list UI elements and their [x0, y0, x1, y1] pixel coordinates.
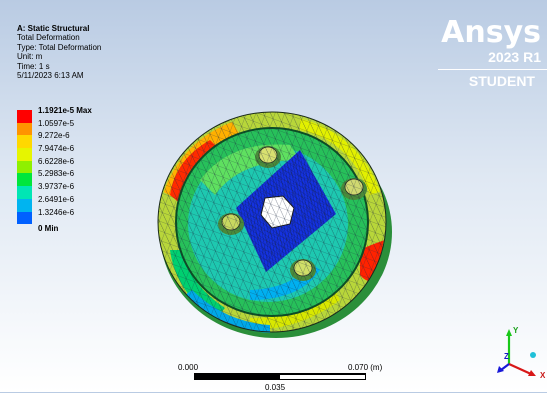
release-label: 2023 R1 [488, 49, 541, 65]
legend-label: 1.3246e-6 [38, 207, 75, 217]
x-axis-label: X [540, 371, 546, 380]
legend-swatch [17, 186, 32, 199]
logo-divider [438, 69, 547, 70]
legend-label: 6.6228e-6 [38, 156, 75, 166]
scale-start-label: 0.000 [178, 363, 199, 372]
legend-swatch [17, 173, 32, 187]
legend-label: 9.272e-6 [38, 131, 70, 141]
legend-swatch [17, 110, 32, 123]
z-axis-label: Z [504, 352, 509, 361]
result-time: Time: 1 s [17, 61, 50, 71]
student-label: STUDENT [468, 73, 535, 89]
mesh-overlay [158, 112, 386, 332]
legend-swatch [17, 122, 32, 136]
legend-swatch [17, 148, 32, 161]
legend-min-label: 0 Min [38, 224, 59, 233]
coordinate-triad[interactable]: Y X Z [487, 318, 547, 392]
result-info: A: Static Structural Total Deformation T… [17, 24, 101, 80]
legend-label: 3.9737e-6 [38, 182, 75, 192]
legend-swatch [17, 160, 32, 174]
legend-label: 2.6491e-6 [38, 194, 75, 204]
legend-label: 5.2983e-6 [38, 169, 75, 179]
result-type: Type: Total Deformation [17, 42, 102, 52]
ansys-wordmark: Ansys [441, 15, 541, 50]
scale-segment-dark [194, 374, 280, 380]
scale-segment-light [280, 374, 366, 380]
y-axis-label: Y [513, 326, 519, 335]
legend-max-label: 1.1921e-5 Max [38, 106, 92, 115]
ansys-logo: Ansys 2023 R1 STUDENT [432, 18, 547, 89]
scale-end-label: 0.070 (m) [348, 363, 383, 372]
legend-label: 1.0597e-5 [38, 118, 75, 128]
x-axis-arrow [508, 362, 532, 376]
result-date: 5/11/2023 6:13 AM [17, 71, 84, 81]
result-unit: Unit: m [17, 52, 43, 62]
result-name: Total Deformation [17, 33, 80, 43]
legend-swatch [17, 198, 32, 212]
legend-label: 7.9474e-6 [38, 144, 75, 154]
scale-bar: 0.000 0.070 (m) 0.035 [178, 363, 398, 393]
analysis-title: A: Static Structural [17, 24, 90, 33]
iso-view-ball[interactable] [530, 352, 536, 358]
scale-mid-label: 0.035 [265, 383, 286, 392]
z-axis-arrow [500, 363, 510, 371]
legend-swatch [17, 211, 32, 225]
legend-swatch [17, 135, 32, 149]
